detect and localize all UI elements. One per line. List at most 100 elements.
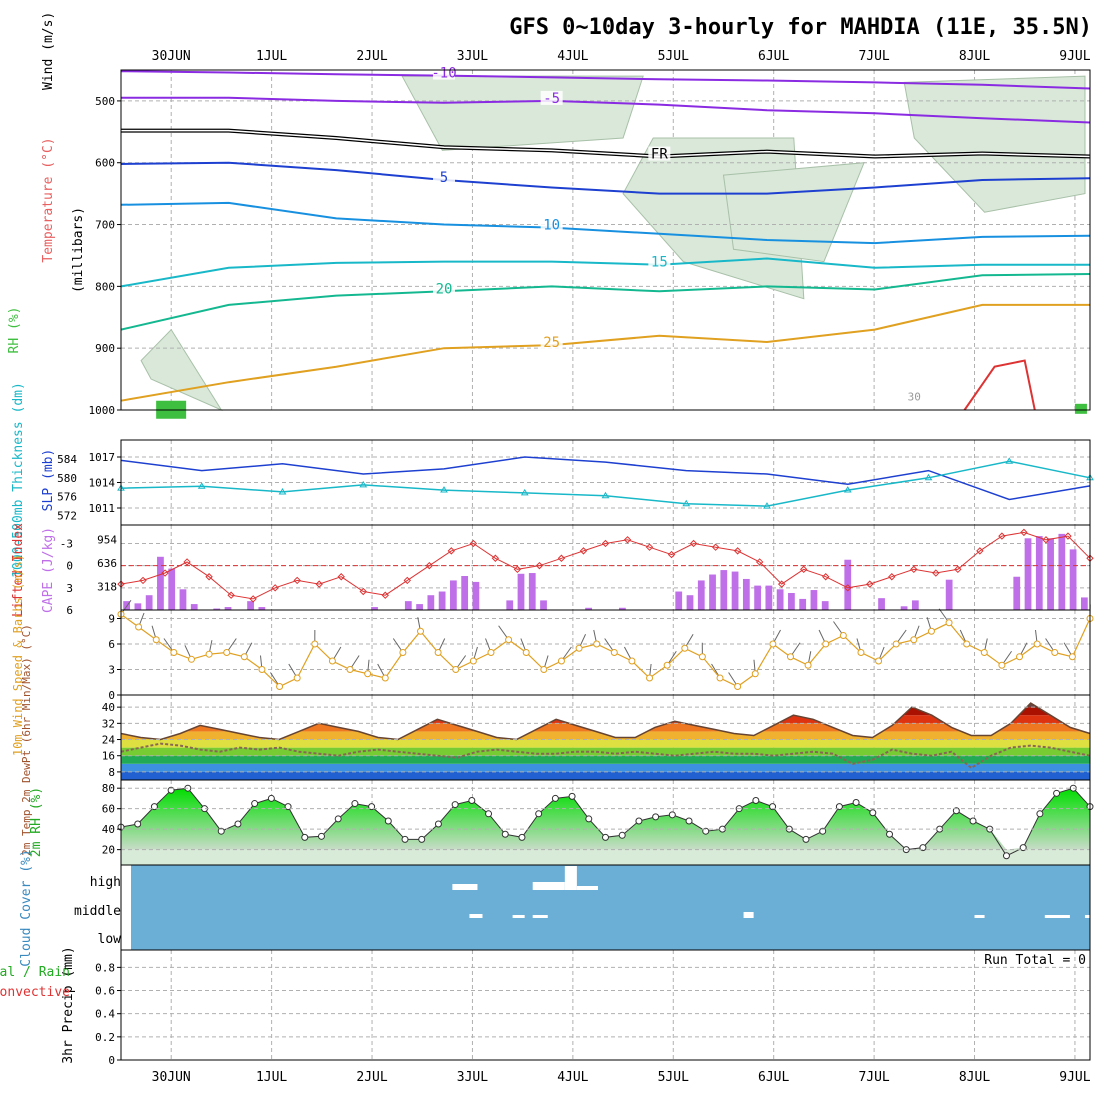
wind-tick-label: 6	[108, 638, 115, 651]
wind-speed-point	[786, 653, 794, 661]
rh-point	[702, 827, 710, 835]
rh-point	[518, 833, 526, 841]
lifted-index-point	[183, 558, 191, 566]
contour-label: 5	[440, 170, 448, 186]
cape-bar	[190, 604, 198, 610]
rh-point	[535, 810, 543, 818]
rh-point	[134, 820, 142, 828]
panel-frame	[120, 949, 1091, 1061]
cape-bar	[179, 589, 187, 610]
cloud-panel-label: Cloud Cover (%)	[19, 849, 34, 966]
lifted-index-point	[205, 573, 213, 581]
thickness-point	[278, 487, 287, 495]
wind-speed-point	[1068, 653, 1076, 661]
rh-shading	[140, 328, 223, 412]
thickness-point	[1005, 457, 1014, 464]
lifted-index-point	[910, 565, 918, 574]
cape-bar	[1024, 538, 1032, 610]
wind-speed-point	[346, 666, 354, 673]
lifted-index-point	[755, 558, 764, 566]
lifted-index-point	[271, 584, 279, 592]
lifted-index-point	[954, 565, 962, 574]
lifted-index-point	[689, 539, 698, 548]
rh-point	[251, 800, 259, 808]
wind-speed-point	[892, 640, 900, 648]
temp-color-band	[121, 747, 1090, 756]
precip-panel-label: 3hr Precip (mm)	[61, 946, 76, 1063]
bottom-date-label: 7JUL	[858, 1070, 889, 1085]
rh-shading-high	[1074, 403, 1087, 414]
wind-speed-point	[293, 674, 301, 682]
cape-panel-label: CAPE (J/kg)	[41, 527, 56, 613]
wind-speed-point	[927, 627, 935, 635]
thickness-point	[682, 499, 691, 507]
lifted-index-point	[645, 543, 654, 551]
cape-bar	[720, 570, 728, 610]
temperature-contour	[120, 257, 1090, 288]
bottom-date-label: 3JUL	[457, 1070, 488, 1085]
temp-tick-label: 32	[102, 717, 115, 730]
cape-bar	[878, 598, 885, 610]
wind-speed-point	[663, 661, 671, 669]
temperature-line	[120, 702, 1091, 741]
precip-convective-legend: Convective	[0, 985, 70, 1000]
temp-color-band	[121, 707, 1090, 716]
cape-bar	[371, 607, 378, 610]
lifted-index-point	[733, 547, 742, 555]
bottom-date-label: 30JUN	[152, 1070, 191, 1085]
lifted-index-point	[381, 591, 389, 599]
cloud-cover-background	[131, 865, 1090, 950]
slp-tick-label: 1011	[89, 502, 116, 515]
cape-bar	[427, 595, 435, 610]
rh-point	[317, 832, 325, 840]
cape-bar	[472, 581, 480, 610]
bottom-date-label: 9JUL	[1059, 1070, 1090, 1085]
rh-point	[652, 813, 660, 821]
rh-point	[551, 794, 559, 802]
rh-point	[969, 817, 977, 825]
lifted-index-point	[337, 573, 345, 581]
rh-point	[418, 835, 426, 843]
rh-point	[334, 815, 342, 823]
wind-speed-point	[381, 674, 389, 682]
thickness-point	[440, 486, 448, 493]
wind-speed-point	[593, 640, 601, 648]
wind-speed-point	[469, 657, 477, 665]
cloud-cover-cell	[469, 914, 483, 918]
lifted-index-point	[998, 532, 1006, 540]
lifted-index-point	[469, 539, 478, 548]
freezing-level-line-inner	[121, 129, 1091, 158]
lifted-index-point	[799, 565, 808, 574]
lifted-index-panel-label: Lifted Index	[11, 523, 26, 617]
rh-point	[267, 794, 275, 802]
precip-tick-label: 0.8	[95, 961, 115, 974]
wind-speed-point	[258, 666, 266, 673]
wind-speed-point	[452, 666, 460, 673]
wind-speed-point	[276, 683, 284, 690]
temperature-contour-30	[963, 359, 1036, 411]
top-date-label: 3JUL	[457, 49, 488, 64]
wind-tick-label: 9	[108, 613, 115, 626]
lifted-index-point	[667, 550, 676, 559]
cape-bar	[821, 601, 829, 610]
thickness-point	[520, 488, 529, 496]
rh-point	[869, 809, 877, 817]
wind-speed-point	[998, 661, 1006, 669]
rh-point	[150, 803, 158, 811]
wind-speed-line	[120, 613, 1091, 688]
contour-label: FR	[651, 147, 668, 163]
cape-bar	[619, 607, 626, 610]
rh-point	[1036, 810, 1044, 818]
thickness-tick-label: 576	[57, 491, 77, 504]
thickness-point	[197, 482, 206, 489]
wind-speed-point	[698, 653, 706, 661]
cape-bar	[1013, 576, 1021, 610]
rh-point	[351, 800, 359, 808]
rh-point	[485, 810, 493, 818]
contour-label-bg	[648, 146, 671, 161]
temp-color-band	[121, 739, 1090, 748]
temp-tick-label: 16	[102, 750, 115, 763]
rh-tick-label: 20	[102, 844, 115, 857]
wind-speed-point	[839, 632, 847, 639]
temp-color-band	[121, 723, 1090, 732]
